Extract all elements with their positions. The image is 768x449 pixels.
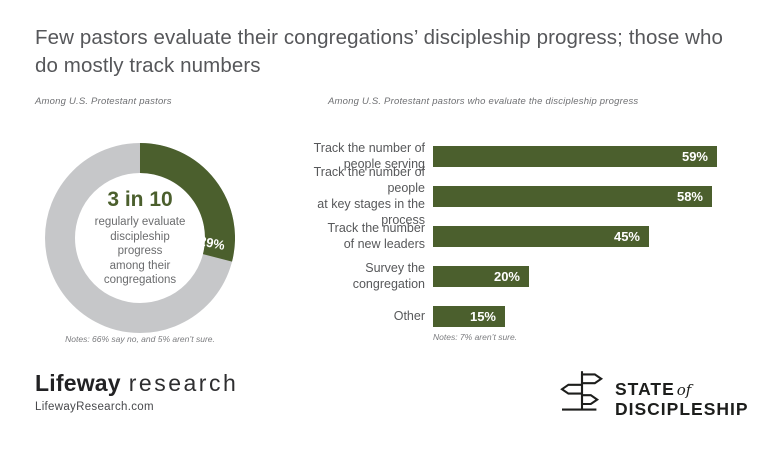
website-url: LifewayResearch.com (35, 401, 154, 413)
donut-headline: 3 in 10 (107, 188, 173, 212)
bar-category-label: Track the number of people at key stages… (313, 165, 425, 227)
bar-value-label: 45% (613, 228, 640, 244)
bar-row: Other 15% (290, 296, 760, 336)
signpost-sign-top-right (580, 373, 604, 385)
donut-slice-evaluate (139, 143, 235, 262)
bar-category-label: Track the number of new leaders (327, 221, 426, 251)
bar-track: 59% (433, 145, 760, 167)
donut-center-text: 3 in 10 regularly evaluate discipleship … (77, 175, 203, 301)
campaign-of: of (676, 381, 692, 399)
bar-row: Track the number of people at key stages… (290, 165, 760, 227)
bar-category-label: Survey the congregation (352, 261, 425, 291)
bar: 15% (433, 305, 505, 327)
lifeway-research-logo: Lifeway research LifewayResearch.com (35, 371, 238, 413)
signpost-icon (560, 371, 604, 411)
bar-value-label: 58% (676, 188, 703, 204)
donut-notes: Notes: 66% say no, and 5% aren’t sure. (65, 334, 215, 344)
page-title: Few pastors evaluate their congregations… (35, 26, 724, 77)
state-of-discipleship-logo: STATE of DISCIPLESHIP (558, 365, 749, 419)
campaign-line2: DISCIPLESHIP (615, 399, 749, 419)
campaign-state: STATE (615, 379, 675, 399)
bar: 59% (433, 145, 717, 167)
bar: 45% (433, 225, 649, 247)
bar-category-label: Track the number of people serving (313, 141, 425, 171)
donut-subtitle: Among U.S. Protestant pastors (35, 96, 172, 107)
bar-row: Track the number of new leaders 45% (290, 216, 760, 256)
bar-value-label: 20% (493, 268, 520, 284)
bar-chart-notes: Notes: 7% aren’t sure. (433, 332, 518, 342)
bar-value-label: 59% (681, 148, 708, 164)
brand-wordmark: Lifeway research (35, 371, 238, 395)
donut-chart: 3 in 10 regularly evaluate discipleship … (45, 143, 235, 333)
bar-chart-subtitle: Among U.S. Protestant pastors who evalua… (328, 96, 639, 107)
donut-description: regularly evaluate discipleship progress… (94, 216, 186, 287)
brand-name-bold: Lifeway (35, 370, 121, 396)
bar: 20% (433, 265, 529, 287)
bar-track: 58% (433, 185, 760, 207)
bar: 58% (433, 185, 712, 207)
bar-track: 45% (433, 225, 760, 247)
bar-row: Track the number of people serving 59% (290, 136, 760, 176)
bar-category-label: Other (393, 309, 425, 323)
bar-row: Survey the congregation 20% (290, 256, 760, 296)
campaign-wordmark: STATE of DISCIPLESHIP (615, 380, 749, 419)
bar-track: 20% (433, 265, 760, 287)
brand-name-light: research (128, 370, 239, 396)
bar-track: 15% (433, 305, 760, 327)
signpost-sign-middle-left (560, 383, 584, 395)
campaign-line1: STATE of (615, 380, 749, 400)
donut-svg (45, 143, 235, 333)
signpost-sign-bottom-right (580, 394, 600, 406)
bar-value-label: 15% (469, 308, 496, 324)
bar-chart-rows: Track the number of people serving 59% Tra… (290, 136, 760, 336)
